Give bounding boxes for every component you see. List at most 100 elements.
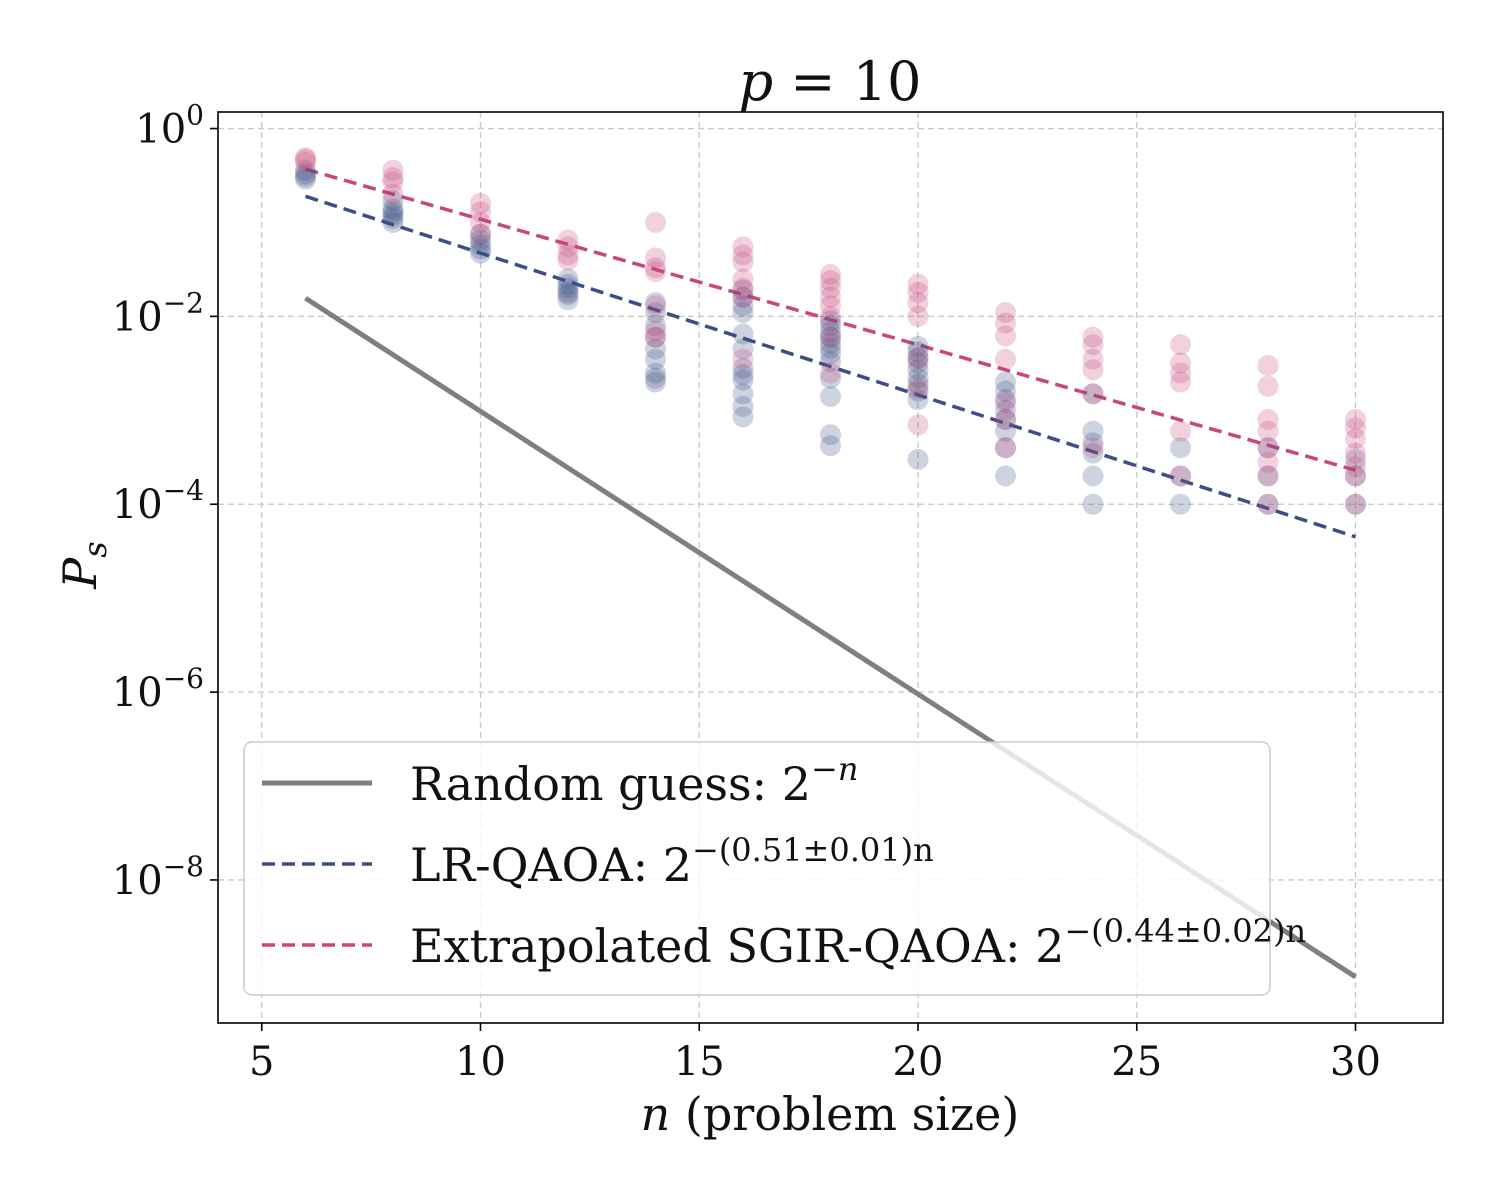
data-point: [645, 247, 666, 269]
data-point: [645, 292, 666, 314]
data-point: [820, 263, 841, 285]
data-point: [382, 167, 404, 189]
data-point: [732, 357, 754, 379]
data-point: [820, 332, 841, 354]
data-point: [820, 326, 841, 348]
data-point: [1345, 417, 1366, 439]
data-point: [1082, 465, 1104, 487]
data-point: [645, 302, 666, 324]
data-point: [557, 249, 579, 271]
legend-label-random: Random guess: 2−n: [410, 750, 858, 811]
data-point: [732, 295, 754, 317]
data-point: [645, 326, 666, 348]
data-point: [1257, 465, 1279, 487]
data-point: [907, 373, 929, 395]
data-point: [645, 371, 666, 393]
data-point: [995, 302, 1016, 324]
data-point: [907, 359, 929, 381]
data-point: [732, 279, 754, 301]
x-tick-label: 5: [249, 1039, 274, 1085]
data-point: [907, 414, 929, 436]
data-point: [1082, 359, 1104, 381]
data-point: [382, 171, 404, 193]
x-axis-label-rest: (problem size): [670, 1087, 1019, 1141]
data-point: [557, 273, 579, 295]
data-point: [1170, 465, 1191, 487]
data-point: [732, 406, 754, 428]
data-point: [1345, 493, 1366, 515]
data-point: [557, 236, 579, 258]
data-point: [645, 314, 666, 336]
data-point: [995, 420, 1016, 442]
data-point: [732, 383, 754, 405]
data-point: [645, 295, 666, 317]
x-tick-label: 10: [455, 1039, 506, 1085]
data-point: [820, 310, 841, 332]
data-point: [1257, 355, 1279, 377]
data-point: [645, 211, 666, 233]
data-point: [995, 371, 1016, 393]
data-point: [1257, 493, 1279, 515]
data-point: [820, 337, 841, 359]
data-point: [1345, 442, 1366, 464]
data-point: [820, 362, 841, 384]
data-point: [995, 380, 1016, 402]
data-point: [732, 302, 754, 324]
data-point: [470, 229, 491, 251]
data-point: [1257, 420, 1279, 442]
data-point: [732, 395, 754, 417]
data-point: [645, 348, 666, 370]
data-point: [820, 343, 841, 365]
data-point: [907, 281, 929, 303]
data-point: [295, 151, 316, 173]
data-point: [1170, 371, 1191, 393]
data-point: [470, 234, 491, 256]
data-point: [382, 190, 404, 212]
data-point: [557, 244, 579, 266]
data-point: [557, 268, 579, 290]
data-point: [1257, 451, 1279, 473]
data-point: [1170, 437, 1191, 459]
data-point: [907, 367, 929, 389]
data-point: [1345, 428, 1366, 450]
y-axis-label: Ps: [53, 541, 114, 589]
data-point: [1257, 437, 1279, 459]
data-point: [382, 204, 404, 226]
data-point: [732, 348, 754, 370]
data-point: [1082, 437, 1104, 459]
data-point: [1345, 456, 1366, 478]
x-axis-label-variable: n: [641, 1087, 671, 1141]
data-point: [732, 244, 754, 266]
data-point: [995, 408, 1016, 430]
data-point: [645, 362, 666, 384]
y-tick-label: 10−8: [112, 850, 204, 904]
data-point: [295, 163, 316, 185]
data-point: [1082, 348, 1104, 370]
data-point: [995, 348, 1016, 370]
data-point: [1257, 493, 1279, 515]
legend-label-lr-qaoa: LR-QAOA: 2−(0.51±0.01)n: [410, 831, 934, 892]
data-point: [645, 367, 666, 389]
data-point: [907, 335, 929, 357]
data-point: [995, 437, 1016, 459]
data-point: [382, 159, 404, 181]
data-point: [995, 389, 1016, 411]
data-point: [470, 242, 491, 264]
data-point: [382, 198, 404, 220]
series-sgir-qaoa: [295, 147, 1366, 515]
data-point: [1170, 334, 1191, 356]
data-point: [732, 251, 754, 273]
data-point: [995, 392, 1016, 414]
y-axis-ticks: 100 10−2 10−4 10−6 10−8: [112, 99, 218, 904]
data-point: [1257, 408, 1279, 430]
data-point: [907, 292, 929, 314]
data-point: [907, 389, 929, 411]
data-point: [1170, 352, 1191, 374]
chart-title-rest: = 10: [773, 50, 921, 113]
data-point: [820, 277, 841, 299]
data-point: [295, 165, 316, 187]
plot-frame: [217, 111, 1444, 1024]
chart-title: p = 10: [739, 50, 922, 113]
